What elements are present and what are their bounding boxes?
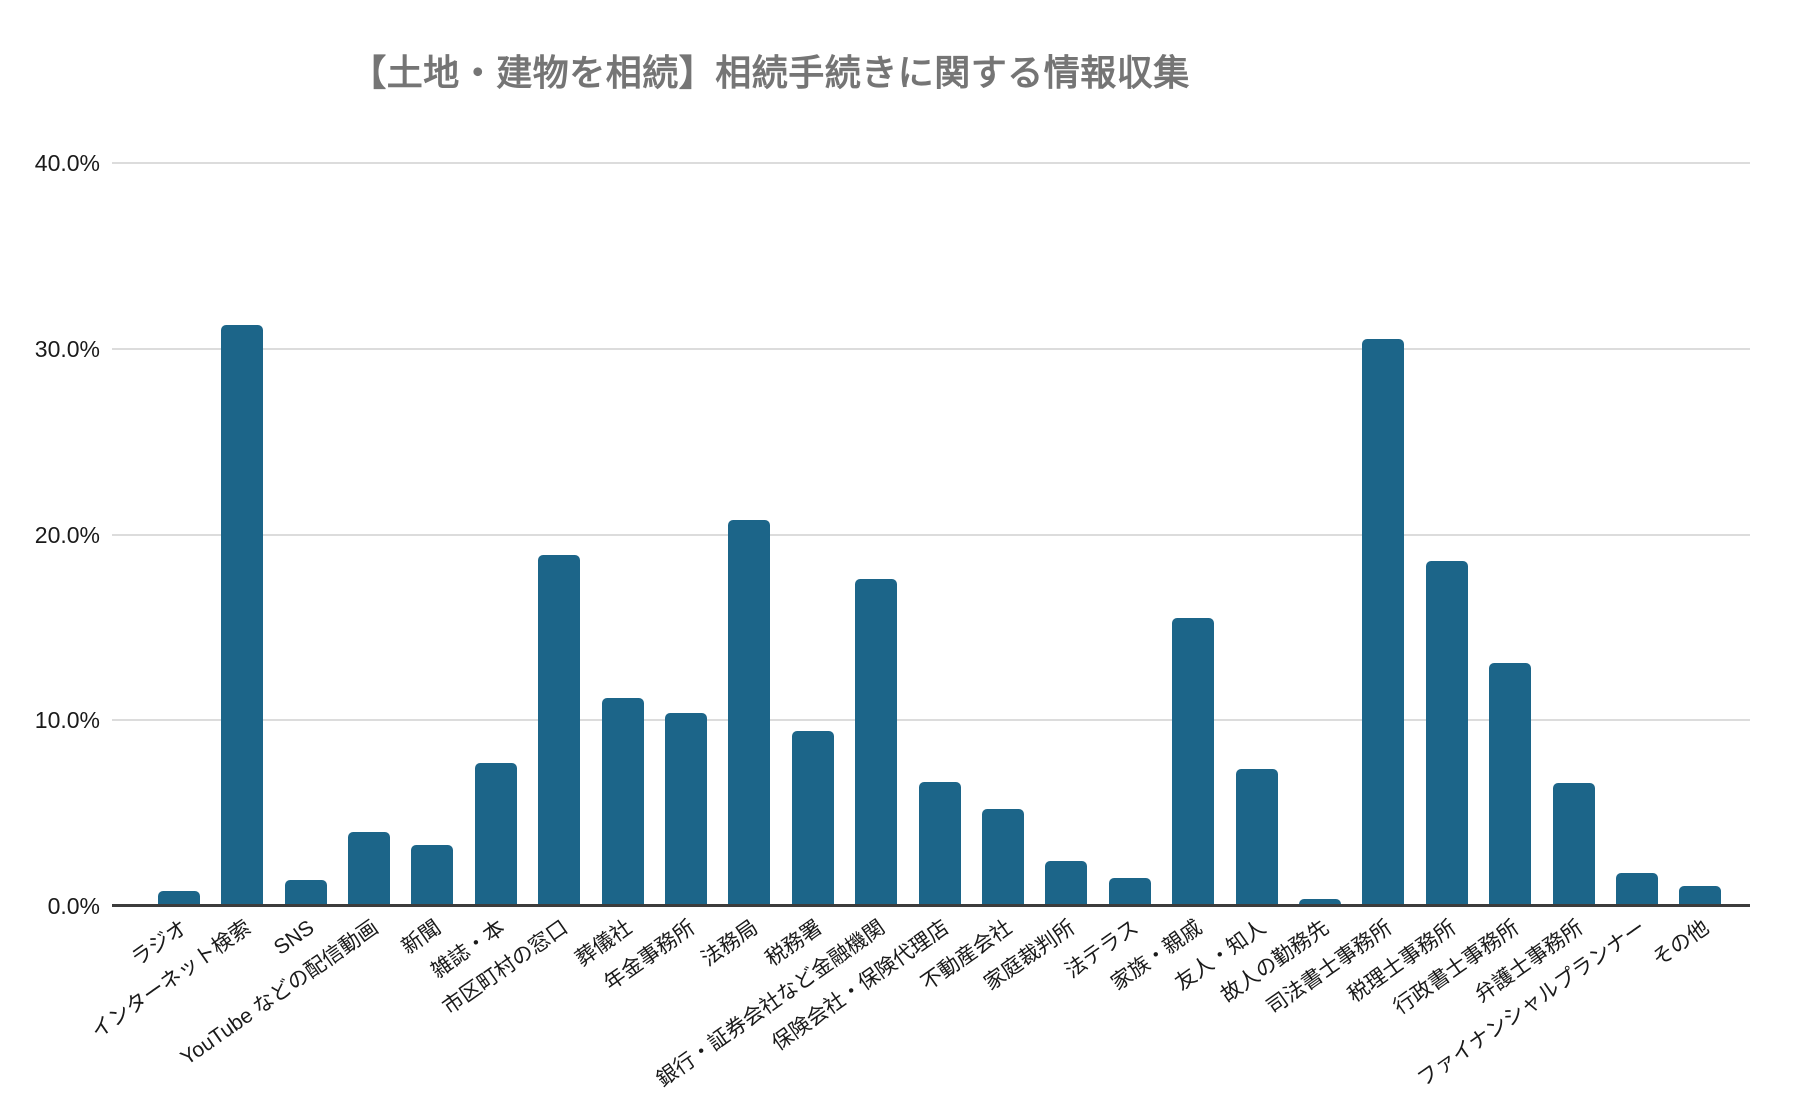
bar-slot: 弁護士事務所 xyxy=(1470,163,1605,1007)
x-axis-baseline xyxy=(112,904,1750,907)
gridline xyxy=(112,719,1750,722)
bar xyxy=(1679,885,1722,906)
bar xyxy=(157,891,200,906)
bar xyxy=(1172,618,1215,906)
bar xyxy=(1299,898,1342,906)
bar xyxy=(1235,768,1278,906)
bar-slot: 葬儀社 xyxy=(571,163,654,971)
bar-slot: ファイナンシャルプランナー xyxy=(1414,163,1668,1091)
bar-slot: 行政書士事務所 xyxy=(1390,163,1542,1019)
bar-slot: 法務局 xyxy=(698,163,781,971)
bar-slot: ラジオ xyxy=(127,163,210,971)
category-label: 新聞 xyxy=(397,916,446,959)
bar-slot: 家庭裁判所 xyxy=(980,163,1098,995)
bar-slot: 税理士事務所 xyxy=(1344,163,1478,1007)
bars-container: ラジオ インターネット検索 SNS YouTube などの配信動画 新聞 雑誌・本 市区町村… xyxy=(87,163,1732,1091)
bar xyxy=(981,809,1024,906)
bar xyxy=(601,697,644,906)
bar-slot: 不動産会社 xyxy=(917,163,1034,995)
bar xyxy=(1108,878,1151,906)
y-tick-label: 20.0% xyxy=(34,521,100,548)
gridline xyxy=(112,162,1750,164)
bar xyxy=(221,324,264,906)
bar-slot: SNS xyxy=(270,163,337,960)
bar xyxy=(664,712,707,906)
bar xyxy=(1425,560,1468,906)
bar xyxy=(347,831,390,906)
bar-slot: 司法書士事務所 xyxy=(1263,163,1415,1019)
y-tick-label: 30.0% xyxy=(34,335,100,362)
gridline xyxy=(112,533,1750,536)
bar-slot: 銀行・証券会社など金融機関 xyxy=(653,163,907,1091)
bar-slot: 家族・親戚 xyxy=(1107,163,1225,995)
gridline xyxy=(112,347,1750,350)
bar-slot: 年金事務所 xyxy=(600,163,717,995)
bar-slot: 故人の勤務先 xyxy=(1217,163,1351,1007)
bar xyxy=(1045,861,1088,906)
bar-slot: 新聞 xyxy=(398,163,464,959)
bar xyxy=(855,579,898,906)
bar-slot: YouTube などの配信動画 xyxy=(176,163,400,1070)
bar-slot: 雑誌・本 xyxy=(427,163,527,983)
chart-title: 【土地・建物を相続】相続手続きに関する情報収集 xyxy=(350,52,1190,93)
y-axis: 40.0% 30.0% 20.0% 10.0% 0.0% xyxy=(0,150,100,919)
bar-slot: 友人・知人 xyxy=(1171,163,1288,995)
bar-slot: 市区町村の窓口 xyxy=(439,163,590,1019)
bar-slot: その他 xyxy=(1649,163,1732,971)
bar xyxy=(538,554,581,906)
bar xyxy=(411,844,454,906)
category-label: その他 xyxy=(1648,916,1714,971)
bar-slot: 税務署 xyxy=(761,163,844,971)
y-tick-label: 0.0% xyxy=(47,893,100,919)
bar xyxy=(1362,339,1405,906)
bar xyxy=(728,519,771,906)
bar xyxy=(1489,662,1532,906)
bar xyxy=(918,781,961,906)
category-label: 法務局 xyxy=(697,916,763,971)
category-label: SNS xyxy=(270,916,319,960)
bar xyxy=(1552,783,1595,906)
bar xyxy=(791,731,834,906)
bar xyxy=(474,762,517,906)
y-tick-label: 10.0% xyxy=(34,707,100,734)
bar-slot: 法テラス xyxy=(1061,163,1161,983)
plot-area: ラジオ インターネット検索 SNS YouTube などの配信動画 新聞 雑誌・本 市区町村… xyxy=(87,162,1750,1091)
bar xyxy=(1616,872,1659,906)
bar-slot: 保険会社・保険代理店 xyxy=(768,163,971,1055)
y-tick-label: 40.0% xyxy=(34,150,100,176)
bar-slot: インターネット検索 xyxy=(87,163,273,1043)
bar xyxy=(284,880,327,906)
